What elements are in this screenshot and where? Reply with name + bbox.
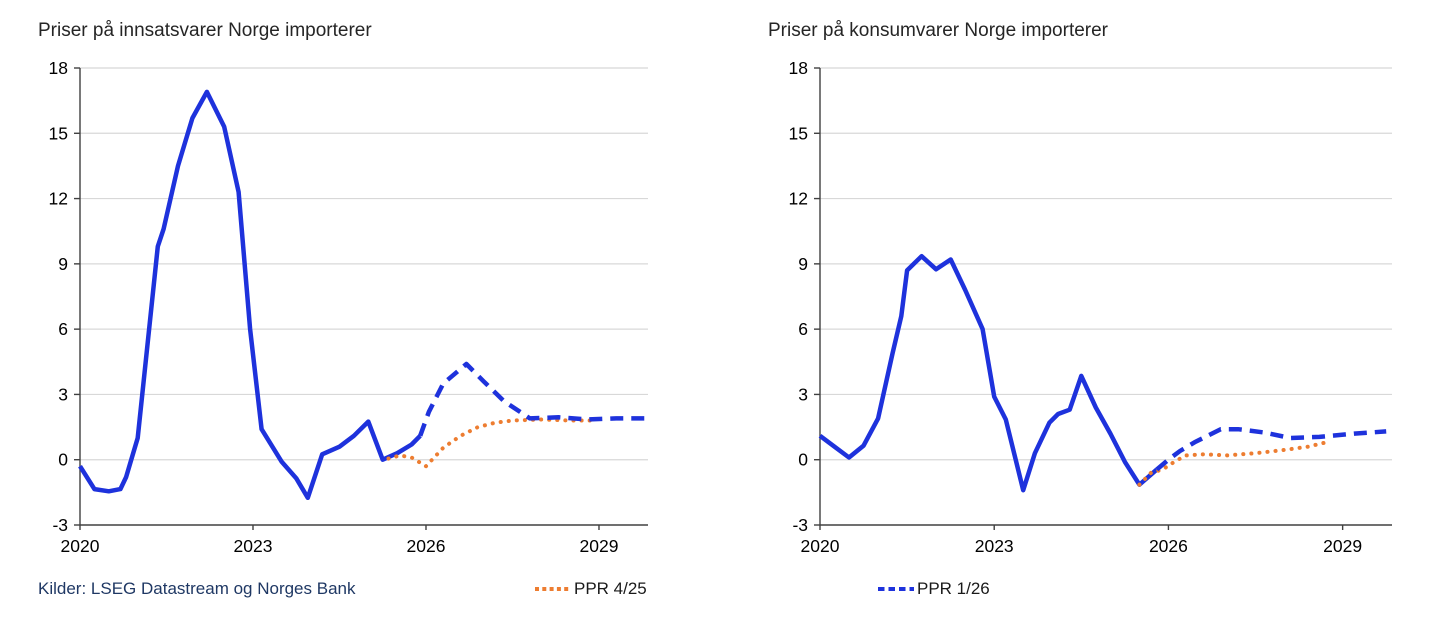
y-tick-label: 0 (798, 450, 808, 470)
y-tick-label: 6 (798, 319, 808, 339)
y-tick-label: -3 (792, 515, 808, 535)
x-tick-label: 2029 (580, 536, 619, 556)
y-tick-label: 12 (49, 189, 68, 209)
history-line (818, 253, 1159, 493)
y-tick-label: 12 (789, 189, 808, 209)
ppr126-line (1155, 426, 1387, 472)
legend-label-ppr-4-25: PPR 4/25 (574, 579, 647, 598)
y-tick-label: 9 (58, 254, 68, 274)
y-tick-label: 0 (58, 450, 68, 470)
chart-title-innsatsvarer: Priser på innsatsvarer Norge importerer (38, 20, 372, 41)
line-chart-innsatsvarer: -3 0 3 6 9 12 15 18 2020 2023 2026 2029 (49, 58, 648, 556)
x-tick-label: 2020 (61, 536, 100, 556)
y-tick-label: 18 (49, 58, 68, 78)
y-tick-label: 18 (789, 58, 808, 78)
ppr126-line (418, 361, 646, 437)
y-tick-label: 6 (58, 319, 68, 339)
line-chart-konsumvarer: -3 0 3 6 9 12 15 18 2020 2023 2026 2029 (789, 58, 1392, 556)
y-tick-label: 15 (49, 123, 68, 143)
legend-item-ppr-1-26: PPR 1/26 (877, 578, 990, 600)
x-tick-label: 2023 (975, 536, 1014, 556)
chart-innsatsvarer: Priser på innsatsvarer Norge importerer … (0, 0, 710, 570)
x-tick-label: 2029 (1323, 536, 1362, 556)
chart-title-konsumvarer: Priser på konsumvarer Norge importerer (768, 20, 1109, 41)
legend-label-ppr-1-26: PPR 1/26 (917, 579, 990, 598)
y-tick-label: -3 (52, 515, 68, 535)
y-tick-label: 3 (798, 384, 808, 404)
x-tick-label: 2026 (407, 536, 446, 556)
x-tick-label: 2020 (801, 536, 840, 556)
chart-konsumvarer: Priser på konsumvarer Norge importerer -… (738, 0, 1445, 570)
y-tick-label: 15 (789, 123, 808, 143)
y-tick-label: 3 (58, 384, 68, 404)
dotted-line-swatch-icon (535, 587, 571, 591)
source-note: Kilder: LSEG Datastream og Norges Bank (38, 579, 356, 598)
ppr425-line (386, 417, 593, 469)
ppr425-line (1137, 439, 1333, 487)
history-line (78, 89, 422, 501)
legend-item-ppr-4-25: PPR 4/25 (534, 578, 647, 600)
y-tick-label: 9 (798, 254, 808, 274)
x-tick-label: 2023 (234, 536, 273, 556)
dashed-line-swatch-icon (878, 587, 914, 591)
x-tick-label: 2026 (1149, 536, 1188, 556)
